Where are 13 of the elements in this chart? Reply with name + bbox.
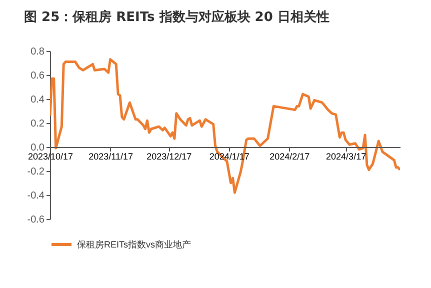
y-tick-label: -0.4 [27,190,45,202]
legend-label: 保租房REITs指数vs商业地产 [77,240,192,250]
y-tick-label: 0.4 [30,94,45,106]
y-tick-label: -0.6 [27,214,45,226]
x-tick-label: 2023/12/17 [146,152,192,162]
y-tick-label: 0.0 [30,142,45,154]
y-tick-label: 0.2 [30,118,45,130]
chart-title: 图 25：保租房 REITs 指数与对应板块 20 日相关性 [24,8,330,26]
x-tick-label: 2024/2/17 [270,152,310,162]
y-tick-label: 0.6 [30,70,45,82]
y-tick-label: 0.8 [30,46,45,58]
x-tick-label: 2023/11/17 [88,152,133,162]
y-tick-label: -0.2 [27,166,45,178]
